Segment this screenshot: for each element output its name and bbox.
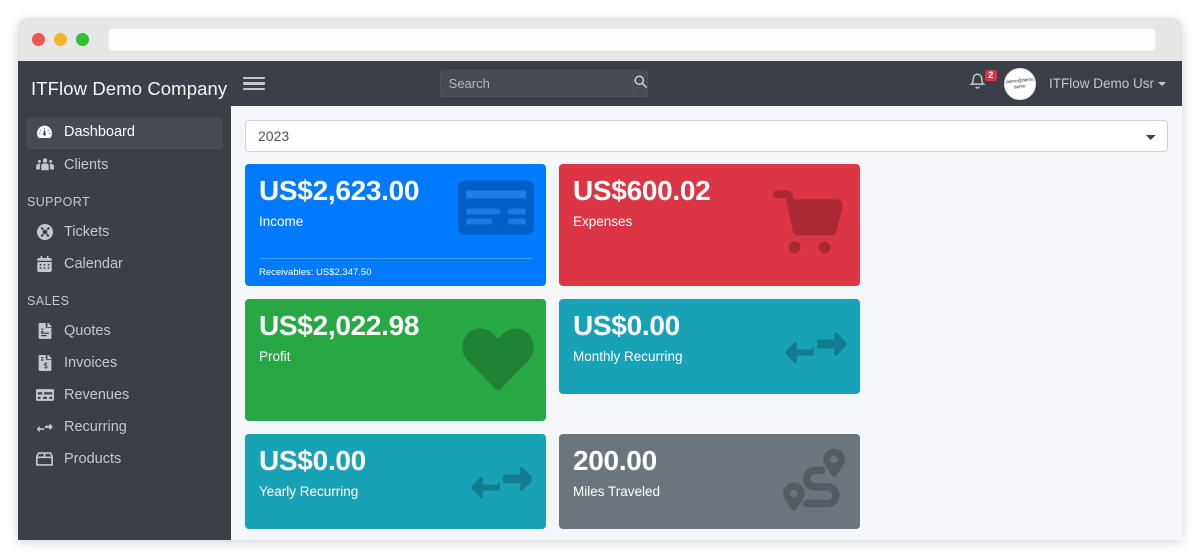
sidebar-item-label: Clients: [64, 156, 109, 173]
sidebar-item-invoices[interactable]: Invoices: [26, 347, 223, 378]
avatar-line-2: demo: [1013, 82, 1026, 90]
lifering-icon: [35, 223, 54, 240]
sidebar-nav-support: Tickets Calendar: [18, 216, 231, 279]
year-filter-select[interactable]: 2023: [245, 120, 1168, 152]
sidebar-item-label: Quotes: [64, 322, 111, 339]
stat-card-label: Expenses: [573, 213, 633, 229]
stat-card-label: Miles Traveled: [573, 483, 661, 499]
content-area: 2 demo@demo demo ITFlow Demo Usr 2023: [231, 61, 1182, 540]
money-bill-icon: [35, 386, 54, 403]
sidebar-item-tickets[interactable]: Tickets: [26, 216, 223, 247]
app-viewport: ITFlow Demo Company Dashboard Clients SU…: [18, 61, 1182, 540]
stat-card-profit[interactable]: US$2,022.98 Profit: [245, 299, 546, 421]
stat-card-value: 200.00: [573, 445, 657, 476]
dashboard-icon: [35, 124, 54, 141]
browser-window: ITFlow Demo Company Dashboard Clients SU…: [18, 18, 1182, 540]
stat-card-value: US$2,022.98: [259, 310, 420, 341]
search-icon: [634, 74, 647, 93]
sidebar: ITFlow Demo Company Dashboard Clients SU…: [18, 61, 231, 540]
stat-card-value: US$0.00: [573, 310, 680, 341]
stat-card-footer: Receivables: US$2,347.50: [259, 267, 372, 278]
search-input[interactable]: [439, 70, 633, 97]
stat-card-expenses[interactable]: US$600.02 Expenses: [559, 164, 860, 286]
maximize-window-button[interactable]: [76, 33, 89, 46]
sidebar-nav-sales: Quotes Invoices Revenues: [18, 315, 231, 474]
dashboard-main: 2023 US$2,623.00 Income: [231, 106, 1182, 540]
sidebar-item-dashboard[interactable]: Dashboard: [26, 117, 223, 148]
notifications-button[interactable]: 2: [969, 69, 997, 96]
sidebar-section-sales-header: SALES: [27, 294, 70, 308]
sidebar-section-support-header: SUPPORT: [27, 195, 90, 209]
sidebar-item-label: Tickets: [64, 223, 110, 240]
close-window-button[interactable]: [32, 33, 45, 46]
file-invoice-dollar-icon: [35, 354, 54, 371]
stat-card-income[interactable]: US$2,623.00 Income: [245, 164, 546, 286]
sidebar-item-label: Dashboard: [64, 124, 135, 140]
stat-card-value: US$600.02: [573, 175, 711, 206]
sidebar-nav-main: Dashboard Clients: [18, 117, 231, 180]
sidebar-item-recurring[interactable]: Recurring: [26, 411, 223, 442]
stat-card-miles-traveled[interactable]: 200.00 Miles Traveled: [559, 434, 860, 529]
stat-card-value: US$0.00: [259, 445, 366, 476]
sidebar-item-clients[interactable]: Clients: [26, 149, 223, 180]
stat-card-monthly-recurring[interactable]: US$0.00 Monthly Recurring: [559, 299, 860, 394]
topbar: 2 demo@demo demo ITFlow Demo Usr: [231, 61, 1182, 106]
card-divider: [259, 258, 532, 259]
avatar[interactable]: demo@demo demo: [1003, 67, 1036, 100]
notification-count-badge: 2: [984, 69, 997, 82]
browser-titlebar: [18, 18, 1182, 61]
stat-card-label: Yearly Recurring: [259, 483, 359, 499]
browser-url-bar[interactable]: [108, 28, 1156, 51]
stat-card-label: Monthly Recurring: [573, 348, 683, 364]
minimize-window-button[interactable]: [54, 33, 67, 46]
chevron-down-icon: [1157, 82, 1166, 87]
search-form: [439, 70, 648, 97]
bell-icon: [969, 73, 986, 96]
users-icon: [35, 156, 54, 173]
sync-icon: [35, 418, 54, 435]
stat-card-label: Income: [259, 213, 304, 229]
search-button[interactable]: [632, 70, 648, 97]
sidebar-brand[interactable]: ITFlow Demo Company: [31, 78, 228, 99]
file-quote-icon: [35, 322, 54, 339]
sidebar-item-quotes[interactable]: Quotes: [26, 315, 223, 346]
sidebar-item-label: Recurring: [64, 418, 127, 435]
calendar-icon: [35, 255, 54, 272]
topbar-right: 2 demo@demo demo ITFlow Demo Usr: [969, 67, 1166, 100]
sidebar-item-label: Calendar: [64, 255, 123, 272]
sidebar-item-calendar[interactable]: Calendar: [26, 248, 223, 279]
sidebar-item-products[interactable]: Products: [26, 443, 223, 474]
box-icon: [35, 450, 54, 467]
sidebar-item-revenues[interactable]: Revenues: [26, 379, 223, 410]
stat-card-label: Profit: [259, 348, 291, 364]
stat-card-value: US$2,623.00: [259, 175, 420, 206]
user-menu-button[interactable]: ITFlow Demo Usr: [1049, 76, 1166, 91]
stat-card-yearly-recurring[interactable]: US$0.00 Yearly Recurring: [245, 434, 546, 529]
sidebar-item-label: Revenues: [64, 386, 130, 403]
stat-card-grid: US$2,623.00 Income: [245, 164, 1168, 540]
hamburger-icon[interactable]: [243, 75, 265, 93]
user-menu-label: ITFlow Demo Usr: [1048, 76, 1154, 91]
sidebar-item-label: Invoices: [64, 354, 118, 371]
sidebar-item-label: Products: [64, 450, 122, 467]
